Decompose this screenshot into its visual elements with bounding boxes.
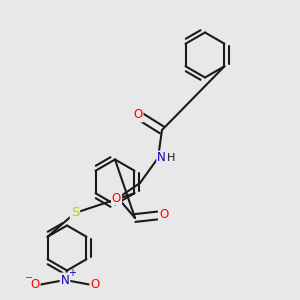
Text: +: + <box>68 268 76 278</box>
Text: O: O <box>90 278 100 292</box>
Text: O: O <box>159 208 168 221</box>
Text: O: O <box>134 109 142 122</box>
Text: O: O <box>112 191 121 205</box>
Text: −: − <box>25 272 33 283</box>
Text: N: N <box>61 274 69 286</box>
Text: O: O <box>30 278 40 292</box>
Text: S: S <box>71 206 79 220</box>
Text: N: N <box>157 152 166 164</box>
Text: H: H <box>167 153 175 163</box>
